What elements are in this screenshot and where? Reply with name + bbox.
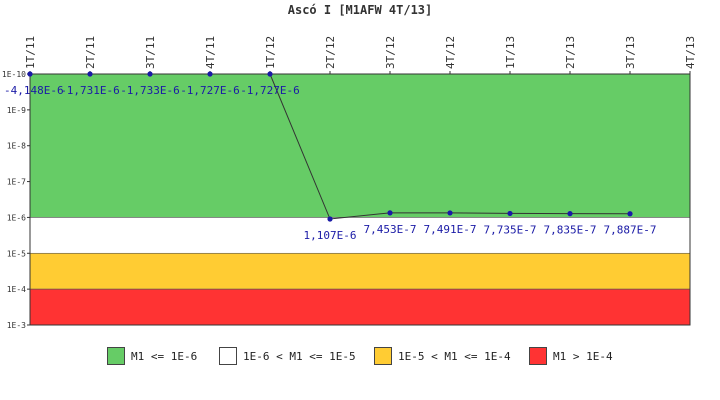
y-axis: 1E-10 1E-9 1E-8 1E-7 1E-6 1E-5 1E-4 1E-3 [2, 70, 30, 330]
data-label: -1,733E-6 [120, 84, 180, 97]
y-tick-label: 1E-8 [7, 142, 26, 151]
x-tick-label: 4T/11 [204, 36, 217, 69]
legend-label: M1 <= 1E-6 [131, 349, 198, 363]
legend-item: 1E-5 < M1 <= 1E-4 [374, 345, 511, 367]
legend-swatch [219, 347, 237, 365]
data-point [267, 71, 273, 77]
chart-title: Ascó I [M1AFW 4T/13] [288, 3, 433, 17]
data-point [27, 71, 33, 77]
legend-swatch [529, 347, 547, 365]
x-tick-label: 4T/13 [684, 36, 697, 69]
data-point [567, 211, 573, 217]
y-tick-label: 1E-5 [7, 249, 26, 258]
x-axis: 1T/11 2T/11 3T/11 4T/11 1T/12 2T/12 3T/12 4T/12… [24, 36, 697, 74]
y-tick-label: 1E-10 [2, 70, 26, 79]
y-tick-label: 1E-4 [7, 285, 26, 294]
data-labels: -4,148E-6-1,731E-6 -1,733E-6 -1,727E-6 -1,7… [4, 84, 656, 242]
data-point [147, 71, 153, 77]
x-tick-label: 2T/12 [324, 36, 337, 69]
data-point [447, 210, 453, 216]
data-point [207, 71, 213, 77]
data-point [87, 71, 93, 77]
series-points [27, 71, 633, 222]
x-tick-label: 4T/12 [444, 36, 457, 69]
data-label: -1,727E-6 [180, 84, 240, 97]
x-tick-label: 3T/13 [624, 36, 637, 69]
legend-label: 1E-5 < M1 <= 1E-4 [398, 349, 511, 363]
x-tick-label: 3T/11 [144, 36, 157, 69]
data-label: 7,491E-7 [424, 223, 477, 236]
y-tick-label: 1E-6 [7, 213, 26, 222]
y-tick-label: 1E-7 [7, 178, 26, 187]
legend-item: 1E-6 < M1 <= 1E-5 [219, 345, 356, 367]
band-1 [29, 73, 691, 218]
band-3 [29, 252, 691, 290]
legend-item: M1 <= 1E-6 [107, 345, 197, 367]
data-label: 1,107E-6 [304, 229, 357, 242]
data-point [327, 216, 333, 222]
data-label: -4,148E-6 [4, 84, 64, 97]
data-label: 7,887E-7 [604, 224, 657, 237]
x-tick-label: 3T/12 [384, 36, 397, 69]
threshold-bands [29, 73, 691, 326]
legend: M1 <= 1E-6 1E-6 < M1 <= 1E-5 1E-5 < M1 <= … [0, 345, 720, 367]
legend-label: M1 > 1E-4 [553, 349, 613, 363]
data-point [627, 211, 633, 217]
data-point [387, 210, 393, 216]
band-4 [29, 288, 691, 326]
data-label: 7,453E-7 [364, 223, 417, 236]
data-point [507, 210, 513, 217]
x-tick-label: 2T/13 [564, 36, 577, 69]
x-tick-label: 1T/13 [504, 36, 517, 69]
plot-frame [29, 73, 691, 326]
legend-item: M1 > 1E-4 [529, 345, 613, 367]
legend-swatch [107, 347, 125, 365]
y-tick-label: 1E-9 [7, 106, 26, 115]
legend-label: 1E-6 < M1 <= 1E-5 [243, 349, 356, 363]
x-tick-label: 2T/11 [84, 36, 97, 69]
data-label: 7,735E-7 [484, 223, 537, 236]
legend-swatch [374, 347, 392, 365]
data-label: 7,835E-7 [544, 224, 597, 237]
band-2 [29, 217, 691, 254]
data-label: -1,731E-6 [60, 84, 120, 97]
y-tick-label: 1E-3 [7, 321, 26, 330]
x-tick-label: 1T/11 [24, 36, 37, 69]
x-tick-label: 1T/12 [264, 36, 277, 69]
data-label: -1,727E-6 [240, 84, 300, 97]
